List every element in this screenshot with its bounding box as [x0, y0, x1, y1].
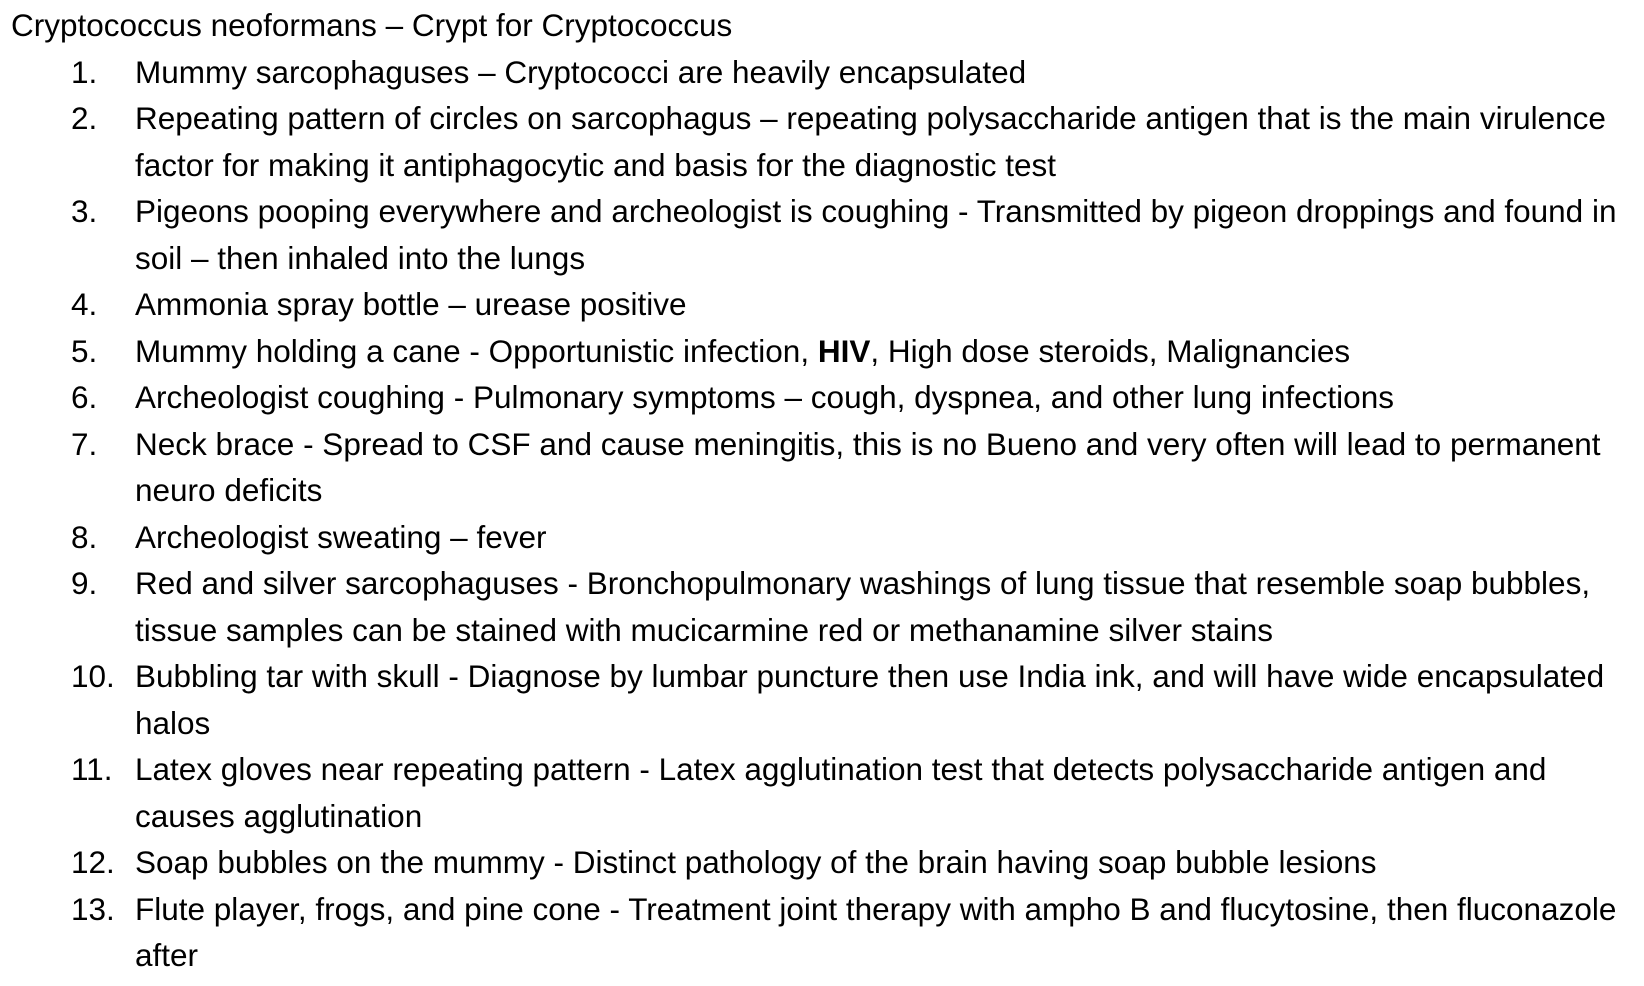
- list-item-number: 10.: [71, 658, 115, 694]
- list-item-text-part: Mummy holding a cane - Opportunistic inf…: [135, 332, 818, 369]
- list-item-number: 6.: [71, 379, 98, 415]
- list-item-text: Ammonia spray bottle – urease positive: [135, 286, 687, 322]
- list-item-text: Red and silver sarcophaguses - Bronchopu…: [135, 565, 1591, 648]
- list-item: 13. Flute player, frogs, and pine cone -…: [11, 886, 1644, 979]
- list-item-text: Archeologist sweating – fever: [135, 518, 547, 555]
- list-item: 2. Repeating pattern of circles on sarco…: [11, 95, 1644, 188]
- list-item: 3. Pigeons pooping everywhere and archeo…: [11, 188, 1644, 281]
- list-item-text: Mummy sarcophaguses – Cryptococci are he…: [135, 53, 1027, 90]
- list-item-text: Pigeons pooping everywhere and archeolog…: [135, 193, 1617, 276]
- list-item-text: Flute player, frogs, and pine cone - Tre…: [135, 890, 1617, 974]
- list-item-number: 1.: [71, 53, 98, 90]
- list-item-text-part: , High dose steroids, Malignancies: [870, 332, 1351, 369]
- list-item-number: 11.: [71, 751, 113, 787]
- mnemonic-list: 1. Mummy sarcophaguses – Cryptococci are…: [11, 49, 1644, 979]
- list-item-text: Mummy holding a cane - Opportunistic inf…: [127, 328, 1635, 375]
- list-item-number: 3.: [71, 193, 98, 229]
- list-item: 9. Red and silver sarcophaguses - Bronch…: [11, 560, 1644, 653]
- list-item-text: Bubbling tar with skull - Diagnose by lu…: [135, 658, 1605, 741]
- list-item-text: Latex gloves near repeating pattern - La…: [135, 751, 1547, 834]
- list-item: 4. Ammonia spray bottle – urease positiv…: [11, 281, 1644, 328]
- list-item-number: 2.: [71, 100, 98, 136]
- list-item-number: 9.: [71, 565, 98, 601]
- list-item: 1. Mummy sarcophaguses – Cryptococci are…: [11, 49, 1644, 96]
- list-item: 8. Archeologist sweating – fever: [11, 514, 1644, 561]
- list-item: 5. Mummy holding a cane - Opportunistic …: [11, 328, 1644, 375]
- list-item-number: 7.: [71, 425, 98, 462]
- list-item: 6. Archeologist coughing - Pulmonary sym…: [11, 374, 1644, 421]
- list-item-number: 13.: [71, 890, 115, 927]
- list-item-number: 12.: [71, 844, 115, 880]
- list-item-number: 8.: [71, 518, 98, 555]
- document-title: Cryptococcus neoformans – Crypt for Cryp…: [11, 7, 733, 43]
- list-item-number: 4.: [71, 286, 98, 322]
- list-item-text-bold: HIV: [817, 332, 871, 369]
- list-item-text: Neck brace - Spread to CSF and cause men…: [135, 425, 1601, 509]
- list-item-number: 5.: [71, 332, 98, 369]
- list-item-text: Repeating pattern of circles on sarcopha…: [135, 100, 1606, 183]
- list-item: 10. Bubbling tar with skull - Diagnose b…: [11, 653, 1644, 746]
- list-item: 12. Soap bubbles on the mummy - Distinct…: [11, 839, 1644, 886]
- list-item-text: Archeologist coughing - Pulmonary sympto…: [135, 379, 1394, 415]
- list-item: 11. Latex gloves near repeating pattern …: [11, 746, 1644, 839]
- list-item-text: Soap bubbles on the mummy - Distinct pat…: [135, 844, 1377, 880]
- list-item: 7. Neck brace - Spread to CSF and cause …: [11, 421, 1644, 514]
